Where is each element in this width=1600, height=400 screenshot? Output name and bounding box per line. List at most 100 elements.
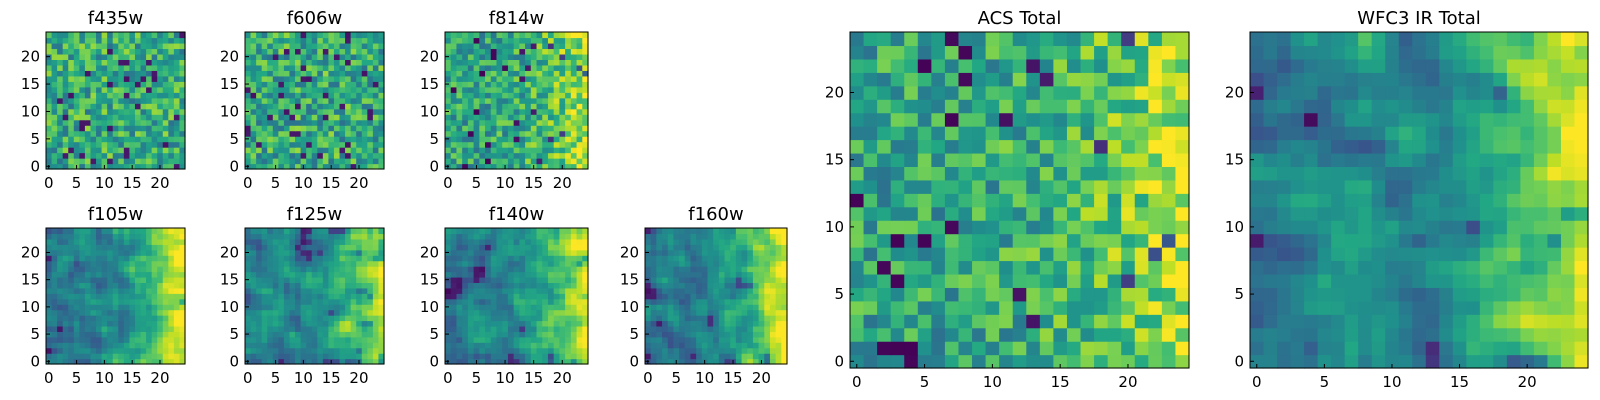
- heatmap-cell: [485, 266, 492, 273]
- heatmap-cell: [345, 42, 352, 50]
- heatmap-cell: [547, 249, 555, 256]
- heatmap-cell: [256, 287, 263, 294]
- heatmap-cell: [146, 97, 153, 104]
- heatmap-cell: [724, 266, 731, 273]
- heatmap-cell: [361, 315, 368, 322]
- heatmap-cell: [356, 309, 363, 316]
- heatmap-cell: [261, 103, 268, 110]
- heatmap-cell: [333, 92, 341, 99]
- heatmap-cell: [507, 141, 515, 148]
- heatmap-cell: [530, 108, 538, 115]
- heatmap-cell: [134, 228, 142, 235]
- heatmap-cell: [547, 331, 555, 338]
- heatmap-cell: [151, 130, 158, 137]
- heatmap-cell: [570, 59, 578, 66]
- heatmap-cell: [1148, 139, 1163, 154]
- heatmap-cell: [134, 282, 142, 289]
- heatmap-cell: [361, 238, 368, 245]
- heatmap-cell: [129, 228, 136, 235]
- heatmap-cell: [350, 331, 357, 338]
- heatmap-cell: [90, 255, 97, 262]
- heatmap-cell: [467, 347, 475, 354]
- heatmap-cell: [356, 336, 363, 343]
- heatmap-cell: [570, 325, 578, 332]
- heatmap-cell: [507, 271, 515, 278]
- heatmap-cell: [570, 271, 578, 278]
- heatmap-cell: [306, 130, 313, 137]
- heatmap-cell: [547, 158, 555, 165]
- heatmap-cell: [582, 282, 589, 289]
- heatmap-cell: [317, 260, 324, 267]
- heatmap-cell: [582, 125, 589, 132]
- heatmap-cell: [272, 347, 279, 354]
- heatmap-cell: [917, 233, 932, 248]
- heatmap-cell: [79, 255, 86, 262]
- heatmap-cell: [467, 86, 475, 93]
- heatmap-cell: [311, 249, 318, 256]
- heatmap-cell: [62, 228, 69, 235]
- heatmap-cell: [62, 70, 69, 77]
- heatmap-cell: [256, 81, 263, 88]
- heatmap-cell: [662, 260, 669, 267]
- heatmap-cell: [547, 130, 555, 137]
- heatmap-cell: [300, 298, 307, 305]
- heatmap-cell: [328, 108, 335, 115]
- heatmap-cell: [741, 304, 748, 311]
- heatmap-cell: [129, 108, 136, 115]
- heatmap-cell: [378, 228, 385, 235]
- heatmap-cell: [162, 136, 169, 143]
- heatmap-cell: [157, 70, 164, 77]
- heatmap-cell: [361, 114, 368, 121]
- heatmap-cell: [311, 304, 318, 311]
- heatmap-cell: [151, 125, 158, 132]
- heatmap-cell: [958, 327, 973, 342]
- heatmap-cell: [519, 298, 526, 305]
- heatmap-cell: [679, 342, 686, 349]
- heatmap-cell: [157, 59, 164, 66]
- heatmap-cell: [345, 293, 352, 300]
- heatmap-cell: [513, 163, 520, 170]
- plot-frame: [244, 227, 385, 365]
- heatmap-cell: [752, 228, 760, 235]
- heatmap-cell: [684, 358, 692, 365]
- heatmap-cell: [462, 136, 469, 143]
- heatmap-cell: [507, 97, 515, 104]
- heatmap-cell: [272, 59, 279, 66]
- heatmap-cell: [547, 92, 555, 99]
- heatmap-cell: [250, 97, 257, 104]
- heatmap-cell: [547, 255, 555, 262]
- heatmap-cell: [322, 309, 329, 316]
- heatmap-cell: [96, 163, 103, 170]
- heatmap-cell: [256, 304, 263, 311]
- heatmap-cell: [96, 249, 103, 256]
- heatmap-cell: [667, 276, 674, 283]
- heatmap-cell: [256, 353, 263, 360]
- heatmap-cell: [730, 331, 737, 338]
- heatmap-cell: [306, 97, 313, 104]
- heatmap-cell: [513, 353, 520, 360]
- heatmap-cell: [361, 320, 368, 327]
- heatmap-cell: [123, 86, 130, 93]
- heatmap-cell: [582, 97, 589, 104]
- heatmap-cell: [51, 59, 58, 66]
- heatmap-cell: [339, 325, 346, 332]
- heatmap-cell: [547, 271, 555, 278]
- heatmap-cell: [752, 331, 760, 338]
- heatmap-cell: [356, 244, 363, 251]
- heatmap-cell: [350, 114, 357, 121]
- heatmap-cell: [877, 354, 892, 369]
- heatmap-cell: [367, 320, 374, 327]
- heatmap-cell: [84, 331, 92, 338]
- heatmap-cell: [724, 271, 731, 278]
- heatmap-cell: [84, 228, 92, 235]
- heatmap-cell: [350, 238, 357, 245]
- heatmap-cell: [250, 276, 257, 283]
- heatmap-cell: [322, 271, 329, 278]
- heatmap-cell: [350, 347, 357, 354]
- heatmap-cell: [781, 255, 788, 262]
- heatmap-cell: [462, 114, 469, 121]
- heatmap-cell: [278, 336, 285, 343]
- heatmap-cell: [507, 282, 515, 289]
- heatmap-cell: [536, 304, 543, 311]
- heatmap-cell: [542, 114, 549, 121]
